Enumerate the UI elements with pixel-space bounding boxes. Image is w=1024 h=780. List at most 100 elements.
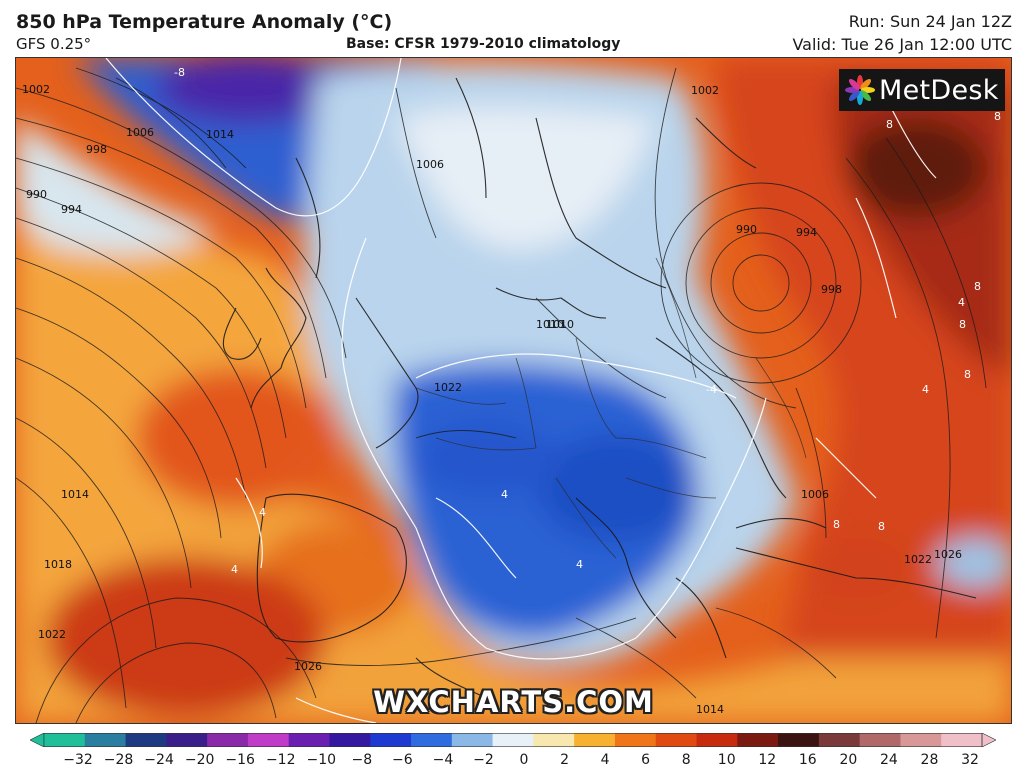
colorbar-segment — [859, 733, 901, 747]
isobar-label: 1006 — [801, 488, 829, 501]
isobar-label: 1022 — [904, 553, 932, 566]
colorbar-labels: −32 −28 −24 −20 −16 −12 −10 −8 −6 −4 −2 0 2 4 6 8 10 12 16… — [0, 752, 1024, 774]
colorbar-segment — [166, 733, 208, 747]
map-canvas: 1002 1010 1014 1006 998 990 994 1006 100… — [16, 58, 1011, 723]
colorbar-tick-label: −24 — [144, 752, 174, 768]
anomaly-label: 4 — [922, 383, 929, 396]
anomaly-map[interactable]: 1002 1010 1014 1006 998 990 994 1006 100… — [15, 57, 1012, 724]
country-borders — [415, 257, 807, 559]
colorbar-tick-label: 0 — [519, 752, 529, 768]
colorbar-segment — [778, 733, 820, 747]
colorbar-segment — [941, 733, 983, 747]
colorbar-segment — [696, 733, 738, 747]
anomaly-label: 8 — [833, 518, 840, 531]
colorbar-tick-label: 16 — [798, 752, 817, 768]
colorbar-segment — [125, 733, 167, 747]
base-climatology-label: Base: CFSR 1979-2010 climatology — [346, 36, 621, 52]
isobars — [16, 67, 987, 723]
isobar-label: 1006 — [416, 158, 444, 171]
anomaly-label: 4 — [576, 558, 583, 571]
colorbar-tick-label: −32 — [63, 752, 93, 768]
colorbar-segment — [288, 733, 330, 747]
anomaly-label: 4 — [231, 563, 238, 576]
colorbar-segment — [329, 733, 371, 747]
isobar-label: 1022 — [38, 628, 66, 641]
isobar-label: 1026 — [934, 548, 962, 561]
colorbar-tick-label: −6 — [392, 752, 413, 768]
isobar-label: 1022 — [434, 381, 462, 394]
metdesk-logo: MetDesk — [839, 69, 1005, 111]
colorbar-segment — [451, 733, 494, 747]
colorbar-segment — [247, 733, 290, 747]
colorbar-segment — [655, 733, 698, 747]
anomaly-label: 8 — [964, 368, 971, 381]
isobar-label: 1018 — [44, 558, 72, 571]
colorbar — [30, 733, 996, 747]
run-time-label: Run: Sun 24 Jan 12Z — [848, 12, 1012, 31]
colorbar-segment — [574, 733, 616, 747]
model-label: GFS 0.25° — [16, 35, 92, 53]
anomaly-field — [16, 58, 1011, 723]
metdesk-logo-text: MetDesk — [879, 74, 999, 106]
colorbar-tick-label: 32 — [961, 752, 979, 768]
colorbar-tick-label: 6 — [641, 752, 651, 768]
colorbar-segment — [737, 733, 779, 747]
isobar-label: 990 — [26, 188, 47, 201]
colorbar-tick-label: 8 — [681, 752, 691, 768]
valid-time-label: Valid: Tue 26 Jan 12:00 UTC — [792, 35, 1012, 54]
isobar-label: 1010 — [546, 318, 574, 331]
colorbar-tick-label: 2 — [560, 752, 569, 768]
isobar-label: 1026 — [294, 660, 322, 673]
isobar-label: 1014 — [61, 488, 89, 501]
colorbar-segment — [207, 733, 249, 747]
colorbar-tick-label: −20 — [184, 752, 215, 768]
isobar-label: 990 — [736, 223, 757, 236]
isobar-label: 1006 — [126, 126, 154, 139]
colorbar-tick-label: 28 — [920, 752, 939, 768]
colorbar-tick-label: 12 — [758, 752, 777, 768]
anomaly-label: 4 — [259, 506, 266, 519]
isobar-label: 1002 — [691, 84, 719, 97]
colorbar-frame — [43, 733, 983, 747]
colorbar-tick-label: −16 — [225, 752, 255, 768]
coastlines — [222, 77, 977, 699]
anomaly-labels: -8 -4 4 8 8 8 8 4 4 4 4 8 8 8 4 — [174, 66, 1001, 576]
colorbar-segment — [818, 733, 861, 747]
anomaly-label: 8 — [974, 280, 981, 293]
metdesk-flower-icon — [845, 75, 875, 105]
isobar-label: 998 — [821, 283, 842, 296]
colorbar-segment — [370, 733, 412, 747]
isobar-label: 994 — [61, 203, 82, 216]
chart-title: 850 hPa Temperature Anomaly (°C) — [16, 11, 393, 33]
anomaly-label: 8 — [994, 110, 1001, 123]
isobar-label: 1002 — [22, 83, 50, 96]
colorbar-tick-label: −2 — [473, 752, 494, 768]
anomaly-label: -4 — [706, 383, 717, 396]
wxcharts-watermark: WXCHARTS.COM — [373, 685, 654, 719]
colorbar-segment — [492, 733, 534, 747]
colorbar-tick-label: 20 — [839, 752, 858, 768]
isobar-label: 994 — [796, 226, 817, 239]
colorbar-tick-label: 4 — [600, 752, 610, 768]
anomaly-contours — [105, 58, 937, 723]
isobar-label: 1010 — [536, 318, 564, 331]
colorbar-segment — [411, 733, 453, 747]
colorbar-segment — [84, 733, 127, 747]
isobar-label: 1014 — [206, 128, 234, 141]
colorbar-tick-label: −12 — [265, 752, 296, 768]
anomaly-label: 8 — [878, 520, 885, 533]
colorbar-tick-label: −4 — [432, 752, 454, 768]
anomaly-label: 8 — [886, 118, 893, 131]
isobar-label: 1014 — [696, 703, 724, 716]
colorbar-segment — [900, 733, 942, 747]
isobar-labels: 1002 1010 1014 1006 998 990 994 1006 100… — [22, 83, 962, 716]
colorbar-tick-label: 24 — [879, 752, 898, 768]
colorbar-segment — [614, 733, 657, 747]
colorbar-segment — [533, 733, 575, 747]
anomaly-label: 4 — [501, 488, 508, 501]
colorbar-tick-label: −8 — [351, 752, 373, 768]
anomaly-label: -8 — [174, 66, 185, 79]
anomaly-label: 4 — [958, 296, 965, 309]
colorbar-tick-label: −28 — [103, 752, 134, 768]
colorbar-left-arrow — [30, 733, 45, 747]
